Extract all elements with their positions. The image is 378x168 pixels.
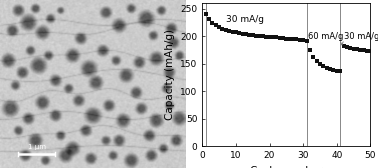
- Y-axis label: Capacity (mAh/g): Capacity (mAh/g): [164, 29, 175, 120]
- Text: 30 mA/g: 30 mA/g: [344, 32, 378, 41]
- Text: 1 μm: 1 μm: [28, 144, 45, 150]
- X-axis label: Cycle number: Cycle number: [250, 166, 323, 168]
- Text: 30 mA/g: 30 mA/g: [226, 15, 264, 24]
- Text: 60 mA/g: 60 mA/g: [308, 32, 344, 41]
